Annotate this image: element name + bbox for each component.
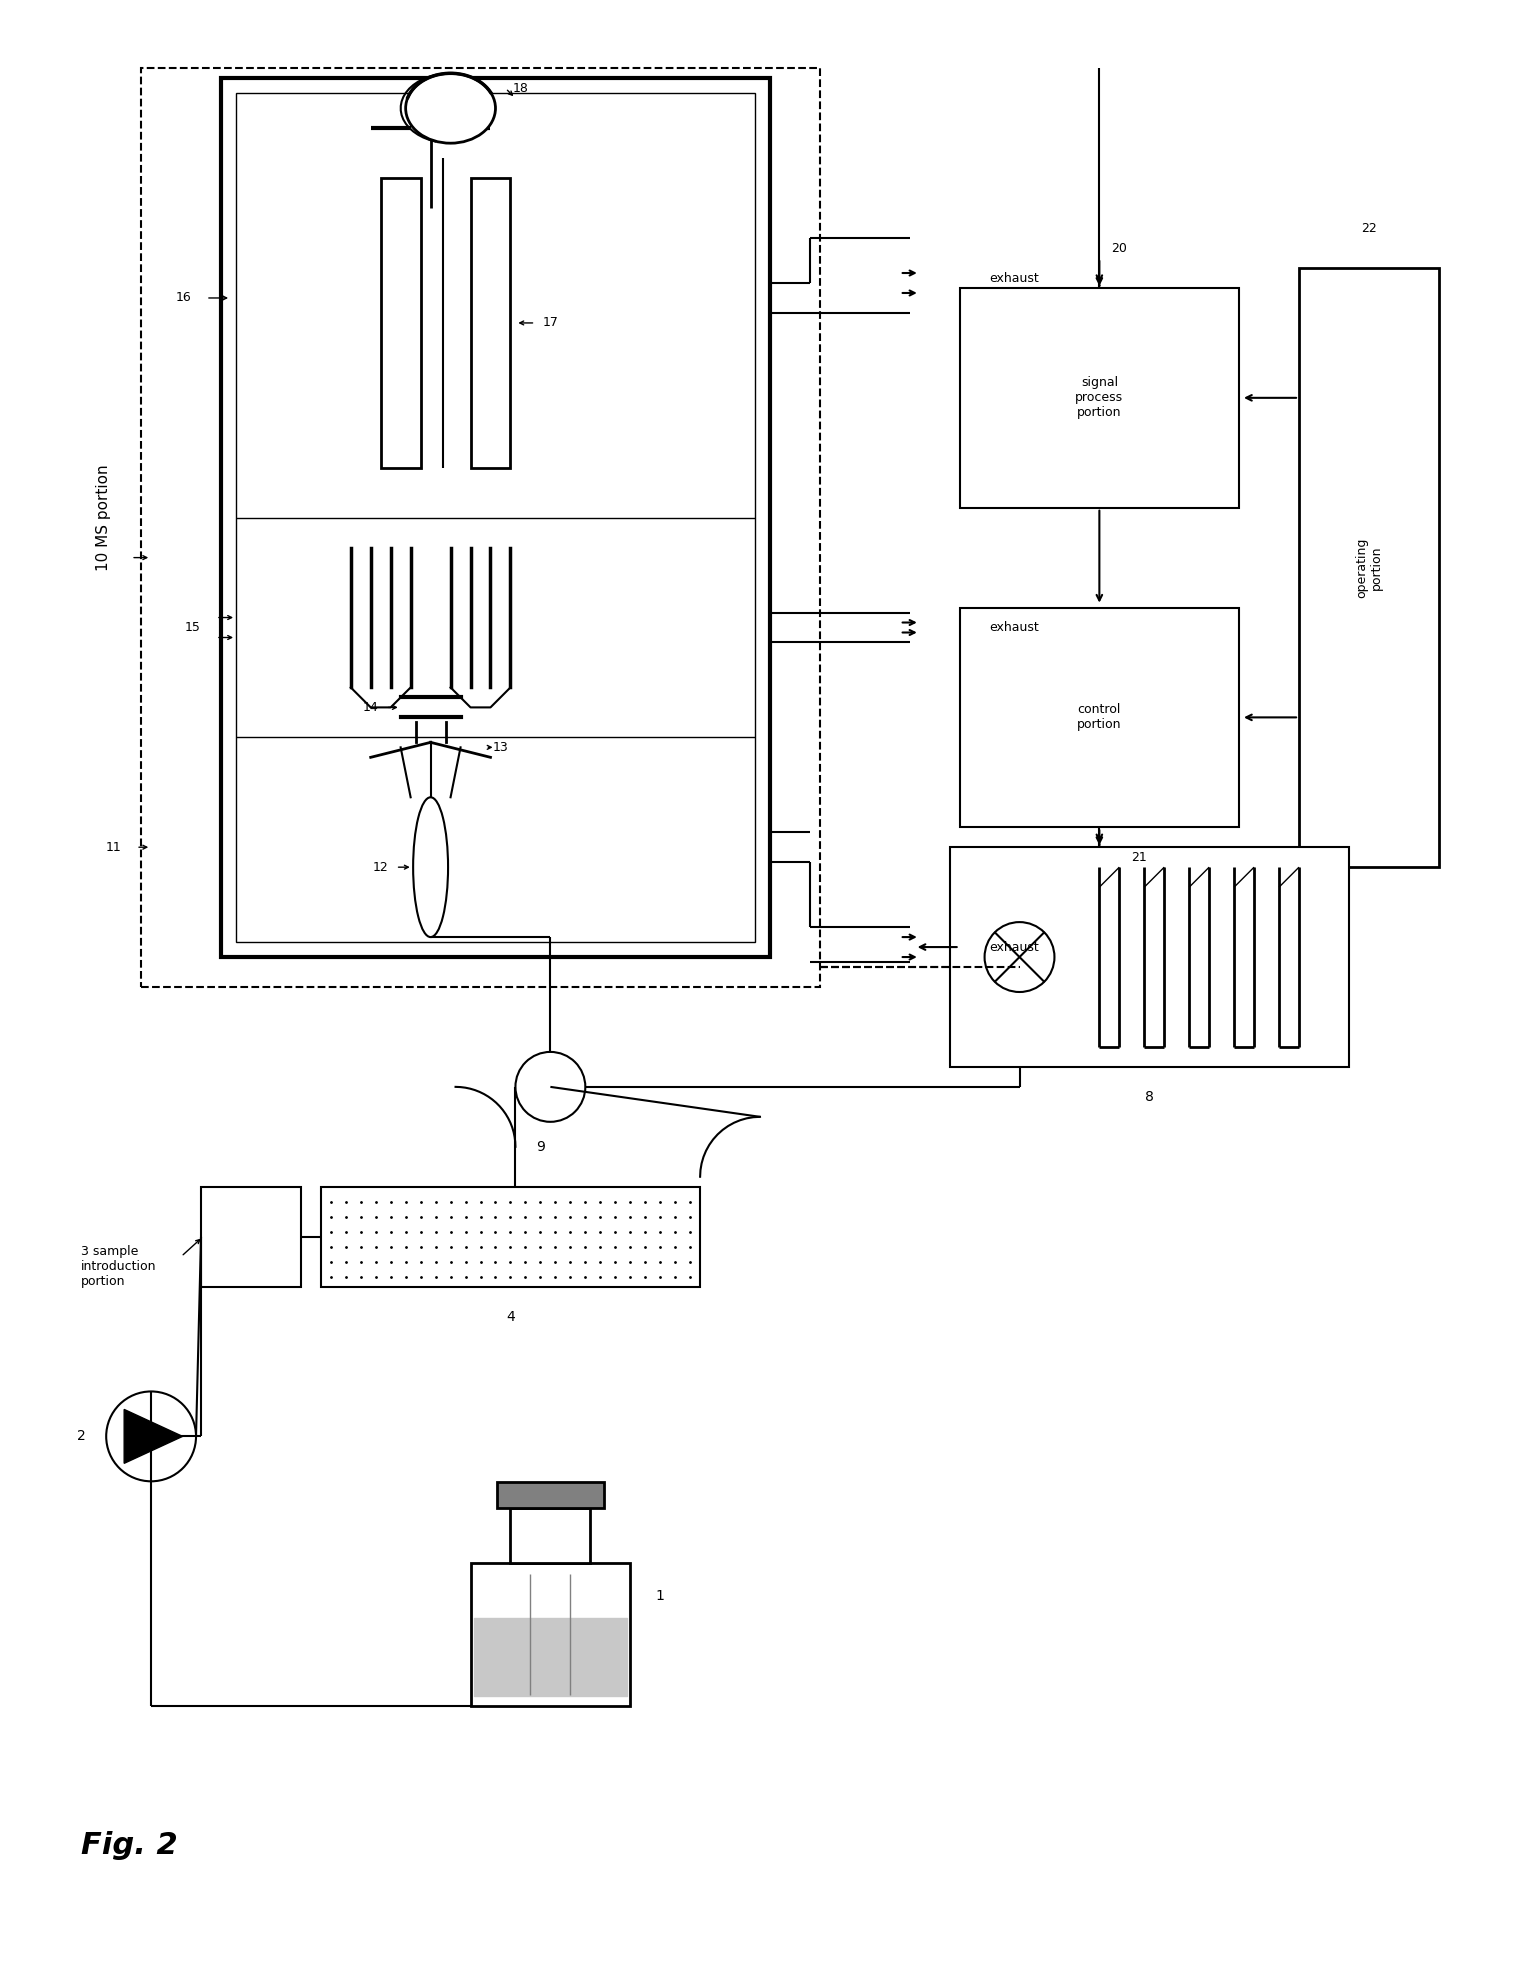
Text: exhaust: exhaust: [990, 622, 1039, 634]
Text: 18: 18: [513, 81, 528, 95]
Text: 2: 2: [77, 1429, 86, 1443]
Bar: [959, 608, 1239, 827]
Bar: [510, 1508, 590, 1564]
Text: 16: 16: [176, 292, 191, 304]
Text: 9: 9: [536, 1141, 545, 1154]
Text: 11: 11: [106, 841, 121, 854]
Bar: [201, 1186, 301, 1288]
Bar: [950, 846, 1350, 1067]
Bar: [321, 1186, 701, 1288]
Text: control
portion: control portion: [1077, 703, 1121, 731]
Text: 15: 15: [185, 622, 201, 634]
Text: 14: 14: [363, 701, 378, 713]
Ellipse shape: [405, 74, 495, 143]
Text: 22: 22: [1362, 223, 1377, 234]
Polygon shape: [124, 1409, 183, 1462]
Bar: [471, 179, 510, 467]
Text: 8: 8: [1145, 1089, 1154, 1105]
Text: operating
portion: operating portion: [1354, 536, 1383, 598]
Text: 12: 12: [372, 860, 389, 874]
Bar: [498, 1482, 604, 1508]
Text: 1: 1: [655, 1590, 664, 1604]
Text: signal
process
portion: signal process portion: [1076, 376, 1124, 419]
Bar: [381, 179, 421, 467]
Text: 10 MS portion: 10 MS portion: [97, 465, 110, 570]
Text: Fig. 2: Fig. 2: [82, 1832, 179, 1860]
Text: 21: 21: [1132, 850, 1147, 864]
Ellipse shape: [413, 797, 448, 938]
Text: 4: 4: [505, 1309, 514, 1323]
Bar: [1300, 268, 1439, 866]
Text: exhaust: exhaust: [990, 272, 1039, 284]
Bar: [221, 77, 770, 958]
Bar: [959, 288, 1239, 509]
Text: 17: 17: [543, 316, 558, 330]
Text: exhaust: exhaust: [990, 940, 1039, 954]
Text: 13: 13: [493, 741, 508, 753]
Text: 3 sample
introduction
portion: 3 sample introduction portion: [82, 1246, 157, 1288]
Bar: [236, 93, 755, 942]
Bar: [141, 68, 820, 988]
Bar: [471, 1564, 631, 1707]
Text: 20: 20: [1112, 242, 1127, 254]
